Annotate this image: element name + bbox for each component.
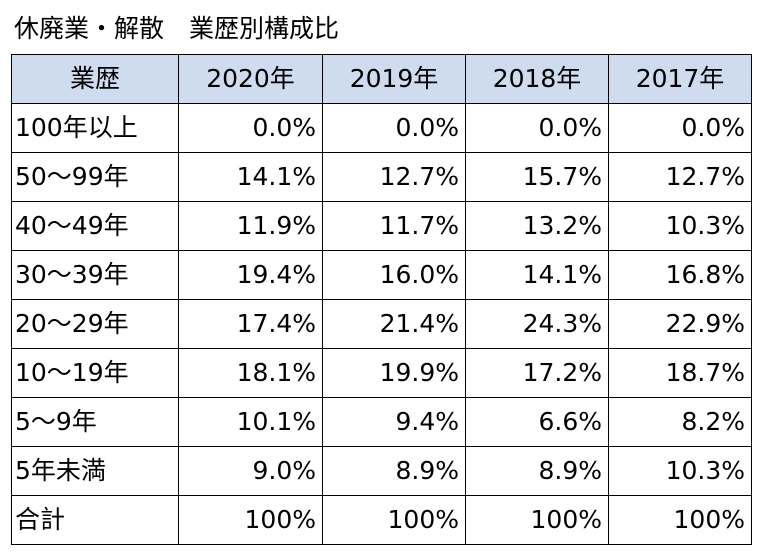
column-header-2019: 2019年 [322, 54, 466, 104]
table-cell: 8.9% [465, 446, 609, 496]
row-label: 40～49年 [11, 201, 179, 251]
column-header-2017: 2017年 [608, 54, 752, 104]
table-cell: 8.2% [608, 397, 752, 447]
table-cell: 11.9% [178, 201, 323, 251]
table-cell: 100% [322, 495, 466, 545]
table-row: 5～9年 10.1% 9.4% 6.6% 8.2% [11, 397, 752, 447]
table-cell: 24.3% [465, 299, 609, 349]
row-label: 5年未満 [11, 446, 179, 496]
table-cell: 17.4% [178, 299, 323, 349]
table-row: 50～99年 14.1% 12.7% 15.7% 12.7% [11, 152, 752, 202]
table-cell: 13.2% [465, 201, 609, 251]
table-cell: 21.4% [322, 299, 466, 349]
table-cell: 0.0% [178, 103, 323, 153]
business-age-table: 業歴 2020年 2019年 2018年 2017年 100年以上 0.0% 0.0… [11, 54, 752, 545]
table-cell: 100% [465, 495, 609, 545]
column-header-2018: 2018年 [465, 54, 609, 104]
table-cell: 18.7% [608, 348, 752, 398]
table-row: 20～29年 17.4% 21.4% 24.3% 22.9% [11, 299, 752, 349]
table-cell: 9.4% [322, 397, 466, 447]
table-cell: 0.0% [322, 103, 466, 153]
row-label: 30～39年 [11, 250, 179, 300]
table-row: 100年以上 0.0% 0.0% 0.0% 0.0% [11, 103, 752, 153]
table-cell: 100% [608, 495, 752, 545]
table-cell: 100% [178, 495, 323, 545]
table-cell: 14.1% [178, 152, 323, 202]
table-cell: 22.9% [608, 299, 752, 349]
table-cell: 12.7% [608, 152, 752, 202]
table-row: 10～19年 18.1% 19.9% 17.2% 18.7% [11, 348, 752, 398]
table-cell: 10.3% [608, 446, 752, 496]
table-cell: 8.9% [322, 446, 466, 496]
table-cell: 14.1% [465, 250, 609, 300]
table-cell: 12.7% [322, 152, 466, 202]
page-title: 休廃業・解散 業歴別構成比 [14, 14, 340, 43]
table-cell: 17.2% [465, 348, 609, 398]
row-label: 100年以上 [11, 103, 179, 153]
table-body: 100年以上 0.0% 0.0% 0.0% 0.0% 50～99年 14.1% 12.7% 15… [11, 103, 752, 545]
table-cell: 16.0% [322, 250, 466, 300]
table-row: 30～39年 19.4% 16.0% 14.1% 16.8% [11, 250, 752, 300]
row-label: 10～19年 [11, 348, 179, 398]
table-cell: 11.7% [322, 201, 466, 251]
row-label: 50～99年 [11, 152, 179, 202]
table-header-row: 業歴 2020年 2019年 2018年 2017年 [11, 54, 752, 104]
table-cell: 6.6% [465, 397, 609, 447]
table-row: 5年未満 9.0% 8.9% 8.9% 10.3% [11, 446, 752, 496]
table-cell: 16.8% [608, 250, 752, 300]
table-cell: 15.7% [465, 152, 609, 202]
column-header-business-age: 業歴 [11, 54, 179, 104]
table-cell: 10.1% [178, 397, 323, 447]
table-row: 40～49年 11.9% 11.7% 13.2% 10.3% [11, 201, 752, 251]
column-header-2020: 2020年 [178, 54, 323, 104]
table-cell: 9.0% [178, 446, 323, 496]
row-label: 合計 [11, 495, 179, 545]
table-cell: 10.3% [608, 201, 752, 251]
table-cell: 0.0% [608, 103, 752, 153]
table-cell: 0.0% [465, 103, 609, 153]
row-label: 20～29年 [11, 299, 179, 349]
table-cell: 18.1% [178, 348, 323, 398]
table-cell: 19.4% [178, 250, 323, 300]
table-row: 合計 100% 100% 100% 100% [11, 495, 752, 545]
table-cell: 19.9% [322, 348, 466, 398]
row-label: 5～9年 [11, 397, 179, 447]
